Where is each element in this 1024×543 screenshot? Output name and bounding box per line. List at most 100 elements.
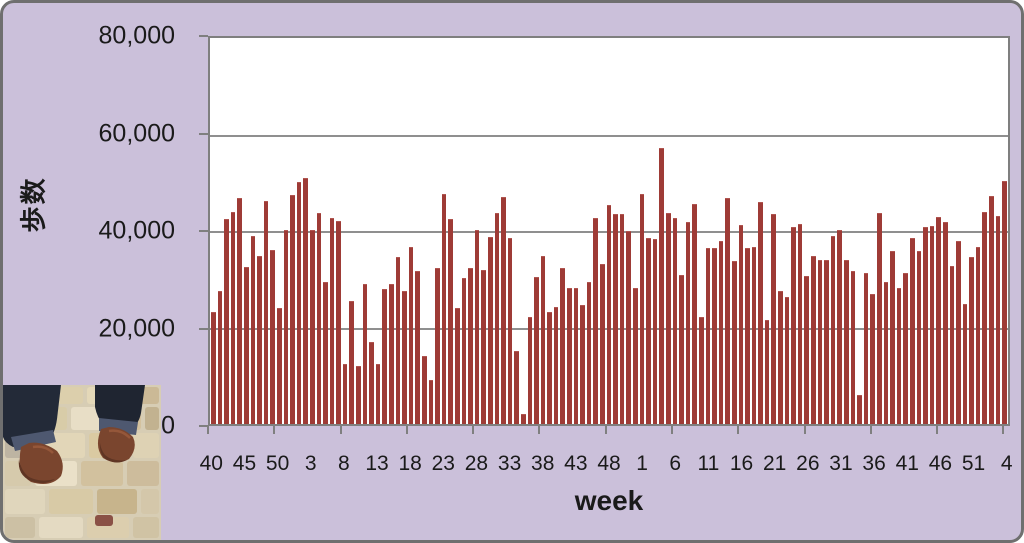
bar-week-30[interactable] — [830, 236, 836, 424]
bar-week-25[interactable] — [454, 307, 460, 424]
bar-week-12[interactable] — [712, 247, 717, 424]
bar-week-28[interactable] — [817, 259, 823, 424]
bar-week-28[interactable] — [474, 229, 480, 424]
bar-week-39[interactable] — [547, 311, 552, 424]
bar-week-3[interactable] — [309, 230, 315, 424]
bar-week-47[interactable] — [600, 263, 605, 424]
bar-week-36[interactable] — [870, 294, 875, 424]
bar-week-29[interactable] — [481, 270, 486, 424]
bar-week-35[interactable] — [520, 413, 526, 424]
bar-week-11[interactable] — [705, 247, 711, 424]
bar-week-19[interactable] — [758, 202, 763, 424]
bar-week-32[interactable] — [844, 259, 849, 424]
bar-week-29[interactable] — [824, 260, 829, 424]
bar-week-24[interactable] — [791, 227, 796, 424]
bar-week-13[interactable] — [375, 364, 381, 424]
bar-week-49[interactable] — [956, 240, 961, 424]
bar-week-48[interactable] — [263, 200, 269, 424]
bar-week-39[interactable] — [890, 250, 895, 424]
bar-week-5[interactable] — [323, 281, 328, 424]
bar-week-44[interactable] — [580, 305, 585, 424]
bar-week-51[interactable] — [626, 230, 631, 424]
bar-week-33[interactable] — [507, 238, 513, 424]
bar-week-36[interactable] — [527, 316, 533, 424]
bar-week-48[interactable] — [606, 205, 612, 424]
bar-week-21[interactable] — [771, 213, 777, 424]
bar-week-19[interactable] — [415, 271, 420, 424]
bar-week-48[interactable] — [949, 265, 955, 424]
bar-week-40[interactable] — [211, 312, 216, 424]
bar-week-43[interactable] — [916, 251, 922, 424]
bar-week-25[interactable] — [797, 224, 803, 424]
bar-week-4[interactable] — [1002, 180, 1007, 424]
bar-week-18[interactable] — [408, 247, 414, 424]
bar-week-16[interactable] — [395, 257, 401, 424]
bar-week-41[interactable] — [217, 290, 223, 424]
bar-week-38[interactable] — [540, 256, 546, 424]
bar-week-42[interactable] — [567, 287, 572, 424]
bar-week-51[interactable] — [969, 257, 974, 424]
bar-week-11[interactable] — [362, 284, 368, 424]
bar-week-52[interactable] — [290, 195, 295, 424]
bar-week-49[interactable] — [613, 213, 618, 424]
bar-week-35[interactable] — [863, 273, 869, 424]
bar-week-51[interactable] — [283, 230, 289, 424]
bar-week-2[interactable] — [303, 178, 308, 424]
bar-week-15[interactable] — [389, 284, 394, 424]
bar-week-37[interactable] — [876, 212, 882, 424]
bar-week-46[interactable] — [593, 217, 599, 424]
bar-week-45[interactable] — [929, 226, 935, 424]
bar-week-2[interactable] — [646, 238, 651, 424]
bar-week-17[interactable] — [402, 290, 407, 424]
bar-week-38[interactable] — [883, 282, 889, 424]
bar-week-2[interactable] — [989, 196, 994, 424]
bar-week-50[interactable] — [619, 213, 625, 424]
bar-week-22[interactable] — [435, 268, 440, 424]
bar-week-34[interactable] — [857, 394, 862, 424]
bar-week-27[interactable] — [811, 255, 816, 424]
bar-week-43[interactable] — [573, 287, 579, 424]
bar-week-34[interactable] — [514, 350, 519, 424]
bar-week-22[interactable] — [778, 290, 783, 424]
bar-week-3[interactable] — [652, 239, 658, 424]
bar-week-12[interactable] — [369, 342, 374, 424]
bar-week-8[interactable] — [685, 221, 691, 424]
bar-week-49[interactable] — [270, 249, 275, 424]
bar-week-43[interactable] — [230, 211, 236, 424]
bar-week-52[interactable] — [633, 288, 638, 424]
bar-week-30[interactable] — [487, 236, 493, 424]
bar-week-9[interactable] — [349, 301, 355, 424]
bar-week-42[interactable] — [909, 237, 915, 424]
bar-week-8[interactable] — [342, 364, 348, 424]
bar-week-4[interactable] — [659, 147, 664, 424]
bar-week-27[interactable] — [468, 267, 473, 424]
bar-week-23[interactable] — [784, 296, 790, 424]
bar-week-31[interactable] — [837, 229, 842, 424]
bar-week-7[interactable] — [679, 275, 684, 424]
bar-week-1[interactable] — [639, 193, 645, 424]
bar-week-24[interactable] — [448, 218, 453, 424]
bar-week-13[interactable] — [718, 241, 724, 424]
bar-week-14[interactable] — [382, 289, 388, 424]
bar-week-21[interactable] — [428, 379, 434, 424]
bar-week-6[interactable] — [672, 217, 678, 424]
bar-week-20[interactable] — [422, 355, 427, 424]
bar-week-20[interactable] — [764, 319, 770, 424]
bar-week-52[interactable] — [975, 247, 981, 424]
bar-week-47[interactable] — [942, 222, 948, 424]
bar-week-10[interactable] — [698, 317, 704, 424]
bar-week-7[interactable] — [336, 220, 341, 424]
bar-week-23[interactable] — [441, 193, 447, 424]
bar-week-50[interactable] — [962, 304, 968, 424]
bar-week-1[interactable] — [296, 181, 302, 424]
bar-week-40[interactable] — [896, 288, 902, 424]
bar-week-46[interactable] — [250, 236, 256, 424]
bar-week-37[interactable] — [534, 277, 539, 424]
bar-week-26[interactable] — [461, 278, 467, 424]
bar-week-5[interactable] — [665, 212, 671, 424]
bar-week-41[interactable] — [560, 268, 566, 424]
bar-week-3[interactable] — [995, 216, 1001, 424]
bar-week-15[interactable] — [731, 260, 737, 424]
bar-week-10[interactable] — [356, 365, 361, 424]
bar-week-31[interactable] — [494, 212, 500, 424]
